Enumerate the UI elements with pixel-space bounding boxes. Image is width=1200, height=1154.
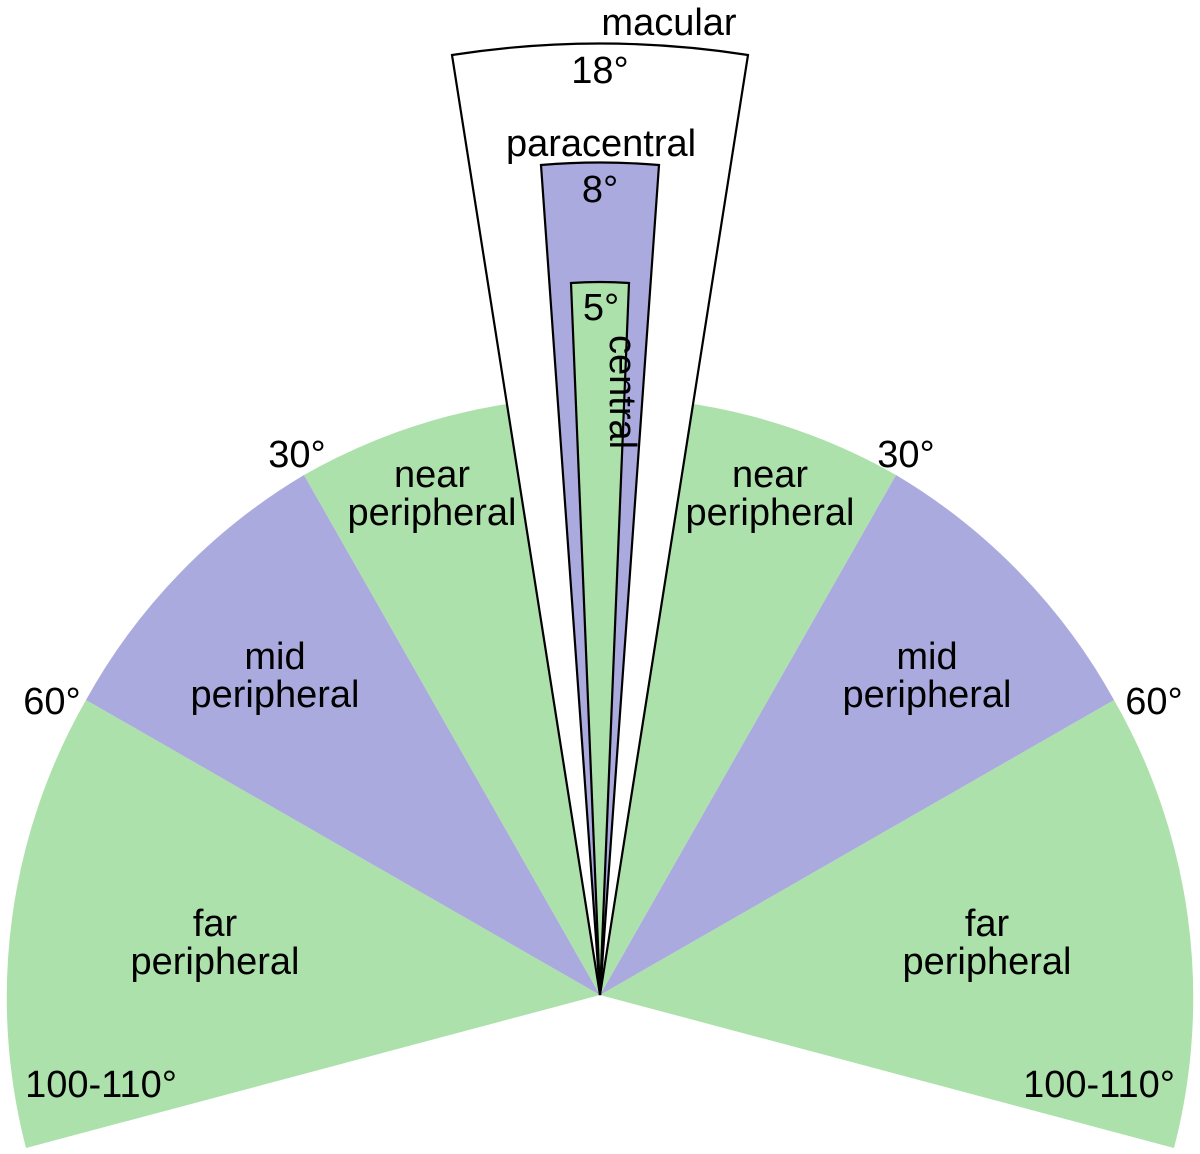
- angle-label-60-right: 60°: [1125, 681, 1182, 723]
- mid-peripheral-right-label-line1: mid: [896, 636, 957, 678]
- far-peripheral-right-label-line2: peripheral: [903, 941, 1072, 983]
- angle-label-5: 5°: [583, 287, 619, 329]
- near-peripheral-left-label-line1: near: [394, 454, 470, 496]
- angle-label-18: 18°: [571, 50, 628, 92]
- macular-label: macular: [601, 2, 736, 44]
- mid-peripheral-left-label-line1: mid: [244, 636, 305, 678]
- near-peripheral-left-label-line2: peripheral: [348, 492, 517, 534]
- far-peripheral-left-label-line2: peripheral: [131, 941, 300, 983]
- angle-label-100-110-left: 100-110°: [25, 1064, 177, 1106]
- paracentral-label: paracentral: [506, 123, 696, 165]
- angle-label-30-right: 30°: [877, 434, 934, 476]
- angle-label-30-left: 30°: [268, 434, 325, 476]
- mid-peripheral-right-label-line2: peripheral: [843, 674, 1012, 716]
- angle-label-8: 8°: [582, 169, 618, 211]
- near-peripheral-right-label-line1: near: [732, 454, 808, 496]
- angle-label-100-110-right: 100-110°: [1023, 1064, 1175, 1106]
- near-peripheral-right-label-line2: peripheral: [686, 492, 855, 534]
- central-label: central: [601, 335, 643, 449]
- far-peripheral-right-label-line1: far: [965, 903, 1010, 945]
- mid-peripheral-left-label-line2: peripheral: [191, 674, 360, 716]
- far-peripheral-left-label-line1: far: [193, 903, 238, 945]
- angle-label-60-left: 60°: [23, 681, 80, 723]
